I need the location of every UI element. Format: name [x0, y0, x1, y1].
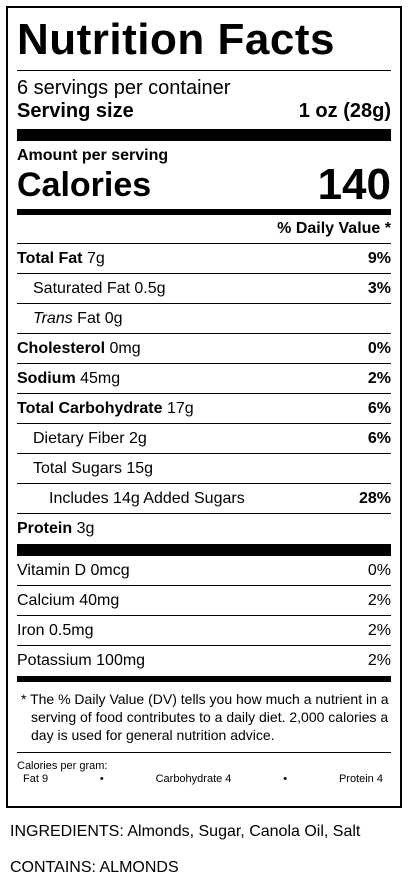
- vitamin-name: Iron 0.5mg: [17, 621, 94, 639]
- nutrient-amount: 0mg: [109, 339, 141, 357]
- nutrient-amount: 45mg: [80, 369, 121, 387]
- nutrient-amount: 3g: [76, 520, 95, 537]
- nutrient-row-trans-fat: Trans Fat 0g: [17, 304, 391, 334]
- nutrient-name: Cholesterol: [17, 339, 106, 357]
- allergen-line: CONTAINS: ALMONDS: [10, 859, 179, 876]
- nutrient-name-italic: Trans: [33, 309, 73, 327]
- servings-per-container: 6 servings per container: [17, 77, 231, 99]
- nutrient-pct: 3%: [367, 279, 391, 297]
- vitamin-row-potassium: Potassium 100mg 2%: [17, 646, 391, 676]
- vitamin-name: Calcium 40mg: [17, 591, 120, 609]
- nutrient-name: Total Sugars 15g: [33, 459, 154, 477]
- medium-divider: [17, 676, 391, 682]
- calories-row: Calories 140: [17, 160, 391, 209]
- cpg-fat: Fat 9: [23, 773, 49, 785]
- nutrient-row-cholesterol: Cholesterol 0mg 0%: [17, 334, 391, 364]
- serving-size-label: Serving size: [17, 100, 134, 122]
- calories-per-gram-row: Fat 9 • Carbohydrate 4 • Protein 4: [17, 773, 391, 785]
- serving-size-row: Serving size 1 oz (28g): [17, 99, 391, 123]
- nutrient-pct: 6%: [367, 429, 391, 447]
- nutrient-name: Dietary Fiber 2g: [33, 429, 147, 447]
- vitamin-row-vitamin-d: Vitamin D 0mcg 0%: [17, 556, 391, 586]
- nutrient-name: Includes 14g Added Sugars: [49, 489, 245, 507]
- nutrient-pct: 0%: [367, 339, 391, 357]
- nutrient-row-added-sugars: Includes 14g Added Sugars 28%: [17, 484, 391, 514]
- nutrient-name: Sodium: [17, 369, 76, 387]
- nutrient-name: Fat 0g: [77, 309, 123, 327]
- nutrient-pct: 9%: [367, 249, 391, 267]
- label-title: Nutrition Facts: [17, 15, 335, 64]
- daily-value-footnote: * The % Daily Value (DV) tells you how m…: [17, 682, 391, 753]
- calories-per-gram-heading: Calories per gram:: [17, 760, 108, 772]
- medium-divider: [17, 209, 391, 215]
- nutrient-row-dietary-fiber: Dietary Fiber 2g 6%: [17, 424, 391, 454]
- vitamin-name: Vitamin D 0mcg: [17, 561, 130, 579]
- vitamin-pct: 2%: [367, 621, 391, 639]
- nutrient-row-total-carbohydrate: Total Carbohydrate 17g 6%: [17, 394, 391, 424]
- nutrient-row-total-sugars: Total Sugars 15g: [17, 454, 391, 484]
- amount-per-serving: Amount per serving: [17, 147, 169, 164]
- nutrient-pct: 6%: [367, 399, 391, 417]
- vitamin-row-iron: Iron 0.5mg 2%: [17, 616, 391, 646]
- nutrient-amount: 17g: [166, 399, 194, 417]
- nutrient-name: Total Fat: [17, 249, 83, 267]
- nutrient-amount: 7g: [86, 249, 105, 267]
- cpg-carbohydrate: Carbohydrate 4: [155, 773, 232, 785]
- bullet-icon: •: [99, 773, 104, 785]
- vitamin-pct: 0%: [367, 561, 391, 579]
- calories-label: Calories: [17, 166, 152, 204]
- nutrient-pct: 28%: [358, 489, 391, 507]
- ingredients-line: INGREDIENTS: Almonds, Sugar, Canola Oil,…: [10, 823, 361, 840]
- nutrient-name: Protein: [17, 520, 73, 537]
- nutrient-row-saturated-fat: Saturated Fat 0.5g 3%: [17, 274, 391, 304]
- calories-value: 140: [317, 160, 391, 209]
- nutrient-row-protein: Protein 3g: [17, 514, 391, 544]
- nutrient-row-sodium: Sodium 45mg 2%: [17, 364, 391, 394]
- serving-size-value: 1 oz (28g): [298, 100, 391, 122]
- thick-divider: [17, 129, 391, 141]
- vitamin-name: Potassium 100mg: [17, 652, 146, 669]
- vitamin-pct: 2%: [367, 652, 391, 669]
- nutrition-facts-label: Nutrition Facts 6 servings per container…: [6, 6, 402, 808]
- daily-value-header: % Daily Value *: [17, 215, 391, 244]
- thick-divider: [17, 544, 391, 556]
- title-divider: [17, 70, 391, 71]
- nutrient-pct: 2%: [367, 369, 391, 387]
- nutrient-row-total-fat: Total Fat 7g 9%: [17, 244, 391, 274]
- vitamin-pct: 2%: [367, 591, 391, 609]
- nutrient-name: Total Carbohydrate: [17, 399, 163, 417]
- vitamin-row-calcium: Calcium 40mg 2%: [17, 586, 391, 616]
- nutrient-name: Saturated Fat 0.5g: [33, 279, 166, 297]
- cpg-protein: Protein 4: [338, 773, 383, 785]
- bullet-icon: •: [283, 773, 288, 785]
